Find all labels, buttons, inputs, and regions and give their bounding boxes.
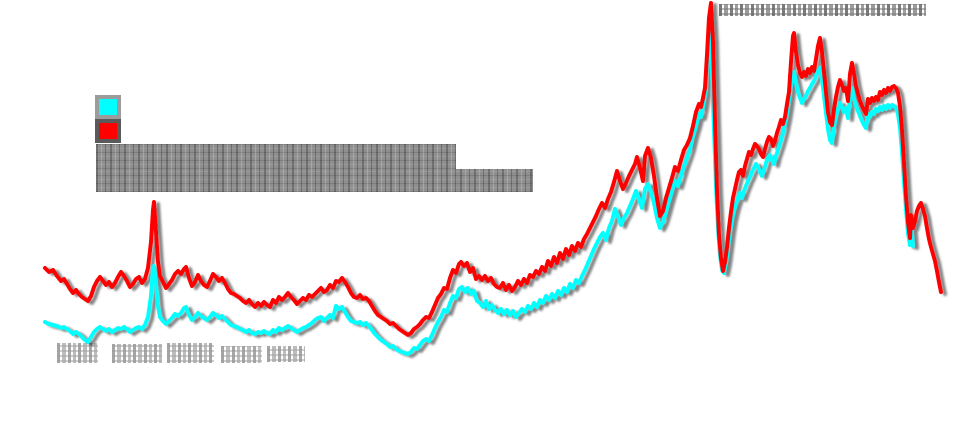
legend-swatch-frame-series-cyan <box>95 95 121 119</box>
legend-caption-line-1 <box>96 144 456 169</box>
bottom-annotation-seg-3 <box>167 343 214 363</box>
legend-swatch-frame-series-red <box>95 119 121 143</box>
line-series_cyan <box>43 28 915 356</box>
bottom-annotation-seg-2 <box>112 344 162 363</box>
bottom-annotation-seg-5 <box>267 346 305 362</box>
bottom-annotation-seg-1 <box>57 343 98 363</box>
legend-swatch-series-red <box>99 123 117 139</box>
legend-caption-line-2 <box>96 169 533 192</box>
legend-swatch-series-cyan <box>99 99 117 115</box>
top-annotation-band <box>719 4 926 16</box>
chart-legend <box>95 95 121 143</box>
bottom-annotation-seg-4 <box>221 346 262 363</box>
line-series_red <box>43 1 943 337</box>
